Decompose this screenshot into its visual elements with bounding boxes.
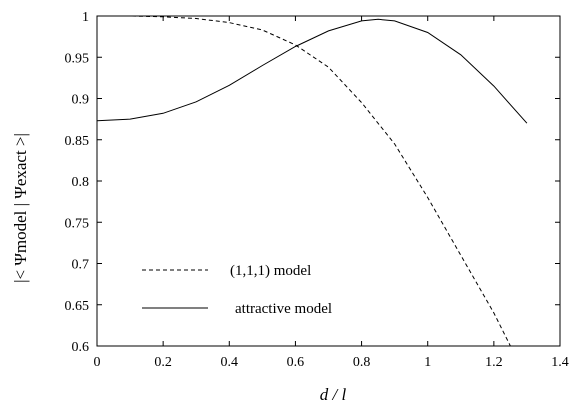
- y-tick-label: 0.65: [65, 299, 90, 314]
- x-tick-label: 0.6: [287, 355, 305, 370]
- y-tick-label: 0.6: [72, 340, 90, 355]
- x-tick-label: 1.2: [485, 355, 503, 370]
- x-tick-label: 1.4: [551, 355, 569, 370]
- y-axis-label-group: |< Ψmodel | Ψexact >|: [11, 133, 30, 283]
- y-axis-label: |< Ψmodel | Ψexact >|: [11, 133, 30, 283]
- x-tick-label: 0.8: [353, 355, 371, 370]
- y-tick-label: 0.75: [65, 216, 90, 231]
- y-tick-label: 0.8: [72, 175, 90, 190]
- x-tick-label: 1: [424, 355, 431, 370]
- y-tick-label: 0.85: [65, 134, 90, 149]
- axes: [96, 15, 561, 347]
- series-line-111-model: [97, 15, 511, 347]
- legend: (1,1,1) model attractive model: [142, 263, 332, 317]
- y-tick-label: 0.7: [72, 258, 90, 273]
- y-tick-label: 0.9: [72, 93, 90, 108]
- series-group: [96, 15, 528, 347]
- x-tick-label: 0.4: [221, 355, 239, 370]
- series-line-attractive-model: [96, 18, 528, 124]
- y-tick-label: 0.95: [65, 51, 90, 66]
- legend-label-dashed: (1,1,1) model: [230, 263, 311, 279]
- plot-frame: [96, 15, 561, 347]
- ticks: 0 0.2 0.4 0.6 0.8 1 1.2 1.4 0.6 0.65 0.7 0.75 0.8 0.8…: [65, 10, 569, 370]
- y-tick-label: 1: [82, 10, 89, 25]
- x-tick-label: 0.2: [154, 355, 172, 370]
- legend-label-solid: attractive model: [235, 301, 332, 317]
- x-tick-label: 0: [94, 355, 101, 370]
- x-axis-label: d / l: [320, 385, 347, 404]
